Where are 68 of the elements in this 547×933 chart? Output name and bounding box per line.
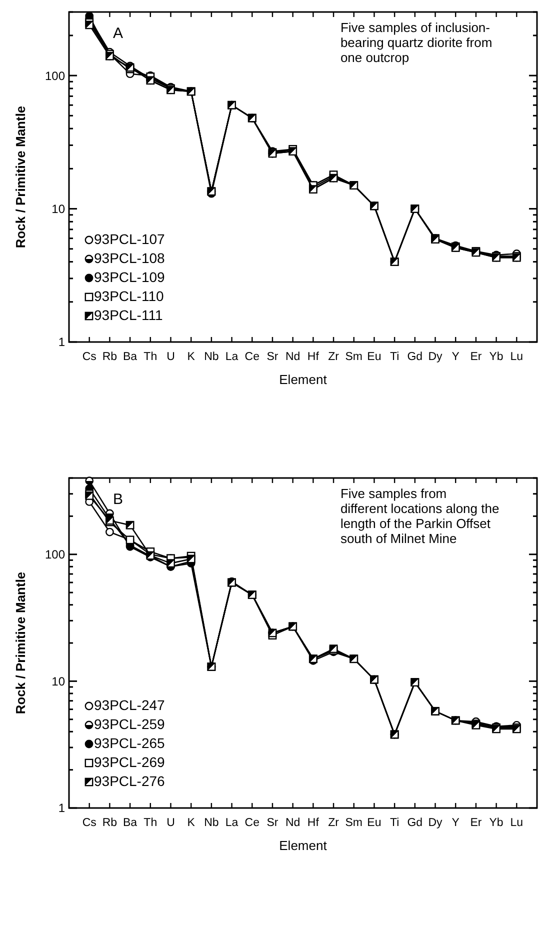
legend-label: 93PCL-265	[94, 735, 166, 751]
y-tick-label: 10	[52, 202, 66, 216]
legend-label: 93PCL-110	[94, 288, 164, 304]
y-tick-label: 1	[58, 801, 66, 816]
y-tick-label: 1	[58, 335, 66, 350]
x-tick-label: K	[187, 817, 196, 829]
annotation: Five samples from different locations along the length of the Parkin Offset south of Milnet Mine	[340, 486, 500, 546]
x-tick-label: Dy	[428, 351, 443, 363]
x-tick-label: Er	[470, 351, 482, 363]
x-tick-label: Sr	[266, 817, 278, 829]
legend-label: 93PCL-269	[94, 754, 166, 770]
x-tick-label: Y	[452, 817, 460, 829]
x-tick-label: Er	[470, 817, 482, 829]
annotation: A	[113, 25, 124, 42]
x-tick-label: Nb	[204, 817, 219, 829]
y-tick-label: 100	[44, 548, 66, 562]
x-tick-label: Y	[452, 351, 460, 363]
x-tick-label: Gd	[407, 351, 423, 363]
x-tick-label: Sr	[266, 351, 278, 363]
x-tick-label: Hf	[307, 817, 320, 829]
x-tick-label: Ba	[123, 817, 138, 829]
x-axis-title: Element	[279, 838, 328, 853]
x-tick-label: Rb	[102, 351, 118, 363]
x-tick-label: Zr	[328, 817, 340, 829]
legend-label: 93PCL-259	[94, 716, 166, 732]
x-tick-label: Dy	[428, 817, 443, 829]
x-tick-label: Hf	[307, 351, 320, 363]
x-tick-label: Cs	[82, 817, 97, 829]
x-tick-label: Cs	[82, 351, 97, 363]
x-tick-label: Sm	[345, 817, 362, 829]
x-tick-label: Ti	[390, 817, 400, 829]
x-tick-label: Th	[144, 817, 158, 829]
x-tick-label: Yb	[489, 817, 504, 829]
x-tick-label: Sm	[345, 351, 362, 363]
annotation: B	[113, 491, 124, 508]
legend-label: 93PCL-276	[94, 773, 166, 789]
x-tick-label: La	[225, 817, 239, 829]
legend-label: 93PCL-247	[94, 697, 166, 713]
x-tick-label: Ti	[390, 351, 400, 363]
x-tick-label: Nb	[204, 351, 219, 363]
x-tick-label: U	[166, 817, 175, 829]
x-tick-label: Th	[144, 351, 158, 363]
x-tick-label: Eu	[367, 351, 382, 363]
x-tick-label: Gd	[407, 817, 423, 829]
y-tick-label: 10	[52, 674, 66, 688]
legend-label: 93PCL-108	[94, 250, 166, 266]
x-tick-label: Yb	[489, 351, 504, 363]
legend-label: 93PCL-109	[94, 269, 166, 285]
x-tick-label: Lu	[510, 351, 524, 363]
x-tick-label: Eu	[367, 817, 382, 829]
y-axis-title: Rock / Primitive Mantle	[13, 572, 28, 714]
x-tick-label: Ce	[244, 351, 260, 363]
x-tick-label: Nd	[285, 817, 300, 829]
x-axis-title: Element	[279, 372, 328, 387]
annotation: Five samples of inclusion- bearing quartz diorite from one outcrop	[340, 20, 492, 65]
x-tick-label: U	[166, 351, 175, 363]
x-tick-label: Ba	[123, 351, 138, 363]
x-tick-label: Lu	[510, 817, 524, 829]
x-tick-label: Ce	[244, 817, 260, 829]
legend-label: 93PCL-111	[94, 307, 163, 323]
x-tick-label: Rb	[102, 817, 118, 829]
x-tick-label: La	[225, 351, 239, 363]
x-tick-label: K	[187, 351, 196, 363]
x-tick-label: Zr	[328, 351, 340, 363]
legend-label: 93PCL-107	[94, 231, 166, 247]
x-tick-label: Nd	[285, 351, 300, 363]
y-tick-label: 100	[44, 68, 66, 83]
y-axis-title: Rock / Primitive Mantle	[13, 106, 28, 248]
